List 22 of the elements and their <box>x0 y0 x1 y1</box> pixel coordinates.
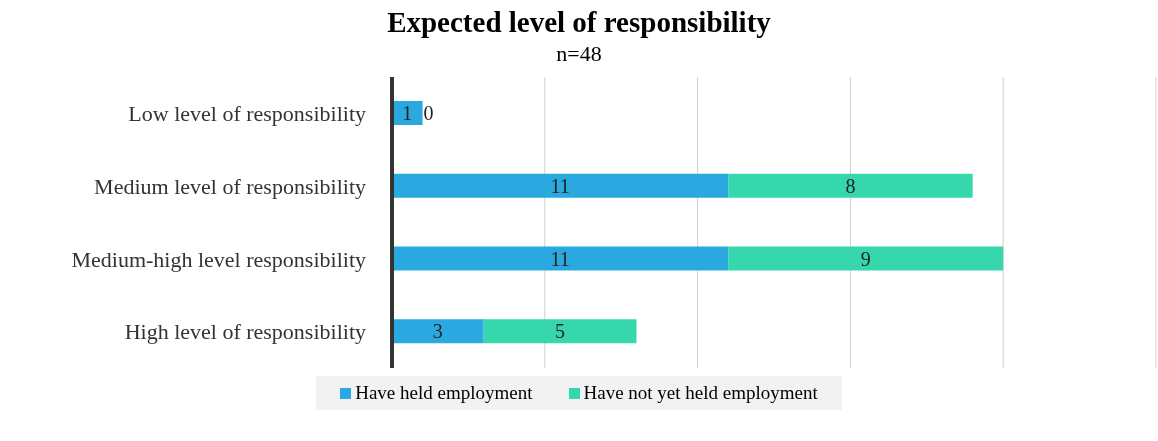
bar <box>728 173 973 198</box>
legend-label: Have held employment <box>354 382 533 404</box>
chart-subtitle: n=48 <box>555 41 603 67</box>
y-tick-label: Medium-high level responsibility <box>71 246 366 272</box>
bar <box>392 319 484 344</box>
data-label: 11 <box>550 174 570 197</box>
y-tick-label: Medium level of responsibility <box>94 173 366 199</box>
data-label: 0 <box>423 102 434 124</box>
bar <box>392 173 729 198</box>
data-label: 5 <box>555 320 566 343</box>
legend-label: Have not yet held employment <box>582 382 818 404</box>
data-label: 11 <box>550 247 570 270</box>
bar <box>483 319 637 344</box>
data-label: 3 <box>432 320 443 343</box>
data-label: 8 <box>845 174 856 197</box>
y-tick-label: Low level of responsibility <box>128 101 366 127</box>
data-label: 1 <box>402 102 413 124</box>
bar <box>392 246 729 271</box>
bar <box>728 246 1004 271</box>
chart-title: Expected level of responsibility <box>386 6 772 39</box>
y-tick-label: High level of responsibility <box>124 319 366 345</box>
data-label: 9 <box>860 247 871 270</box>
